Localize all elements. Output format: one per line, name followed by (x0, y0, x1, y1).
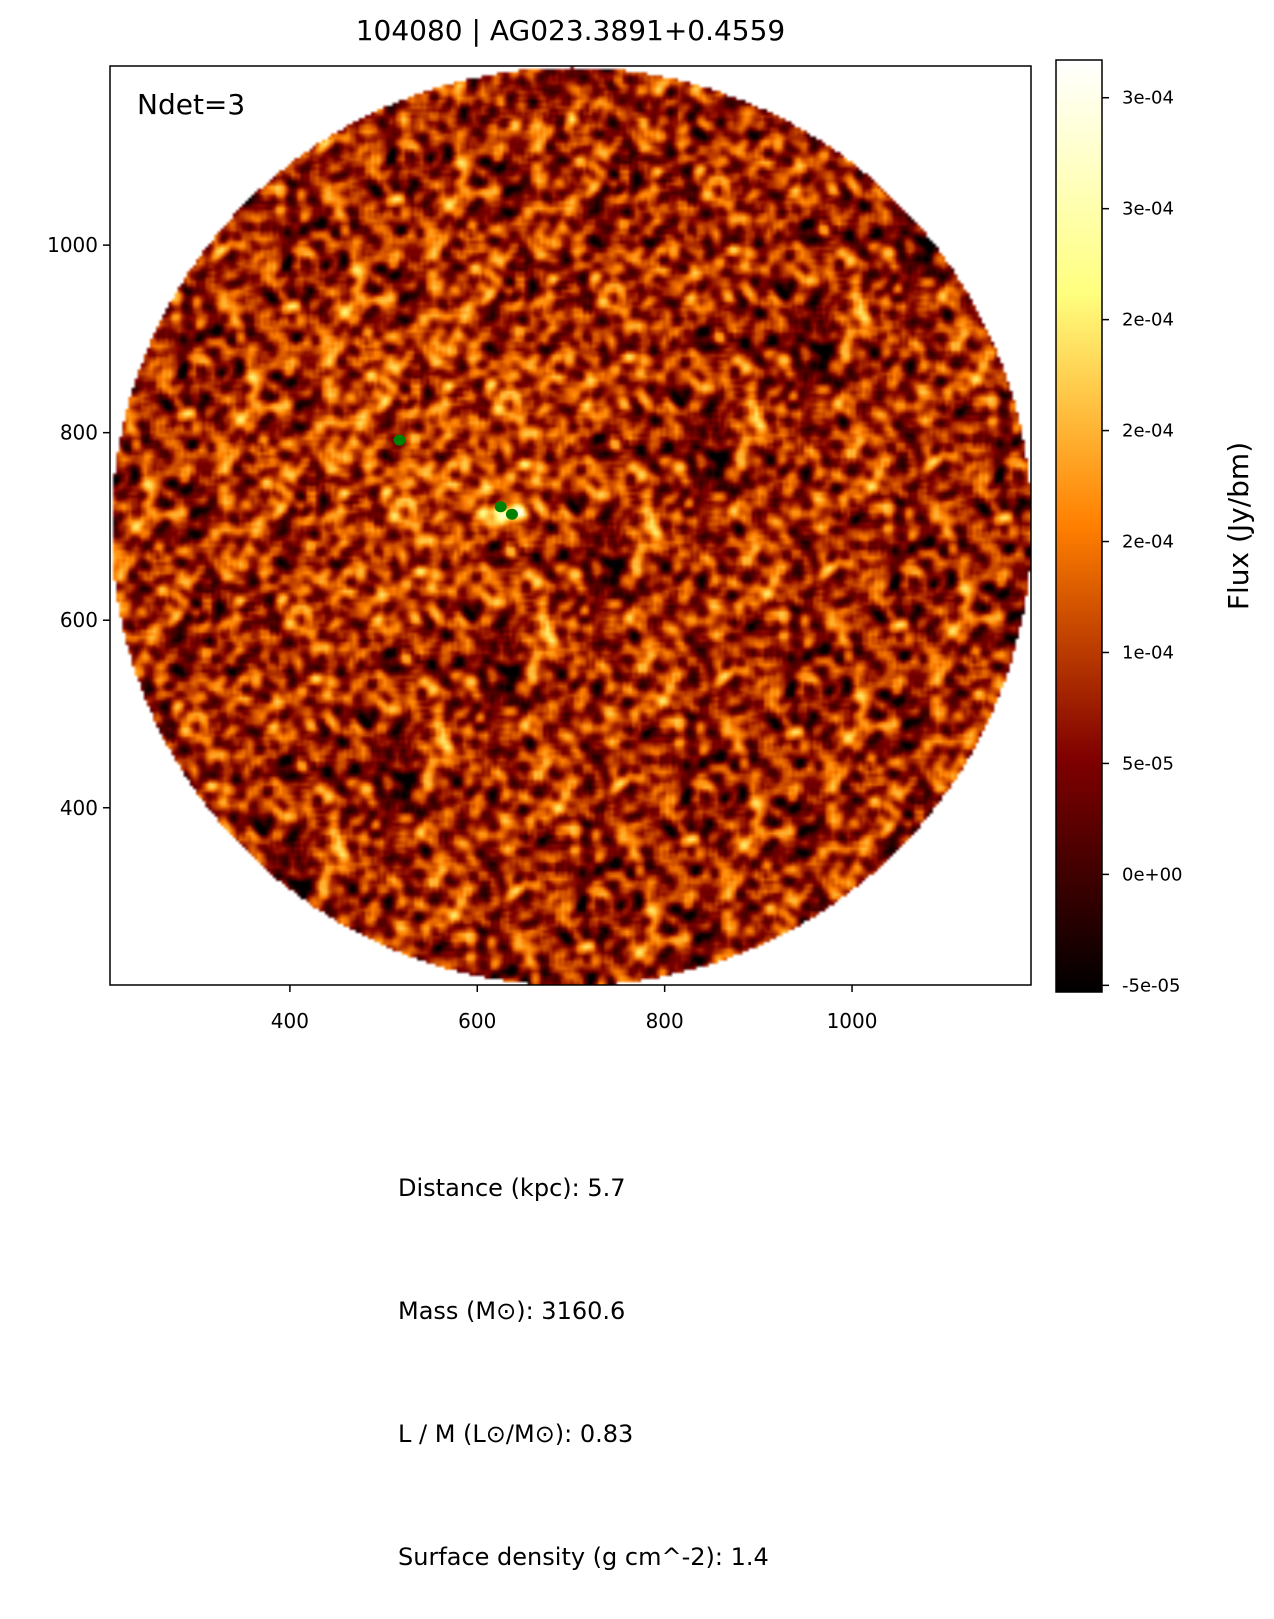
detection-marker (505, 508, 518, 520)
colorbar-frame (1055, 59, 1103, 993)
axes-frame (109, 65, 1032, 986)
chart-title: 104080 | AG023.3891+0.4559 (355, 14, 786, 47)
y-tick-label: 400 (60, 796, 98, 820)
x-tick-label: 800 (646, 1009, 684, 1033)
y-tick-label: 1000 (47, 233, 98, 257)
colorbar-tick-label: 5e-05 (1122, 753, 1174, 774)
x-tick-label: 600 (458, 1009, 496, 1033)
stat-mass: Mass (M⊙): 3160.6 (398, 1297, 626, 1325)
detection-marker (393, 434, 406, 446)
colorbar-tick-label: 2e-04 (1122, 532, 1174, 553)
colorbar-tick-label: -5e-05 (1122, 975, 1180, 996)
ndet-annotation: Ndet=3 (137, 88, 245, 121)
flux-image (110, 66, 1031, 985)
stat-surface-density: Surface density (g cm^-2): 1.4 (398, 1543, 769, 1571)
detection-marker (494, 501, 507, 513)
y-tick-label: 800 (60, 421, 98, 445)
colorbar-tick-label: 2e-04 (1122, 421, 1174, 442)
colorbar-tick-label: 0e+00 (1122, 864, 1183, 885)
figure-axes: Ndet=3 400 600 800 1000 400 600 800 1000 -5e-05 0e… (47, 59, 1255, 1033)
colorbar-tick-label: 1e-04 (1122, 642, 1174, 663)
colorbar-gradient (1056, 60, 1102, 992)
y-tick-label: 600 (60, 608, 98, 632)
stat-distance: Distance (kpc): 5.7 (398, 1174, 626, 1202)
x-tick-label: 400 (271, 1009, 309, 1033)
colorbar-tick-label: 3e-04 (1122, 199, 1174, 220)
stat-lm: L / M (L⊙/M⊙): 0.83 (398, 1420, 634, 1448)
x-tick-label: 1000 (827, 1009, 878, 1033)
colorbar-tick-label: 3e-04 (1122, 88, 1174, 109)
source-stats: Distance (kpc): 5.7 Mass (M⊙): 3160.6 L … (398, 1086, 769, 1619)
colorbar-tick-label: 2e-04 (1122, 310, 1174, 331)
colorbar-label: Flux (Jy/bm) (1222, 442, 1255, 610)
